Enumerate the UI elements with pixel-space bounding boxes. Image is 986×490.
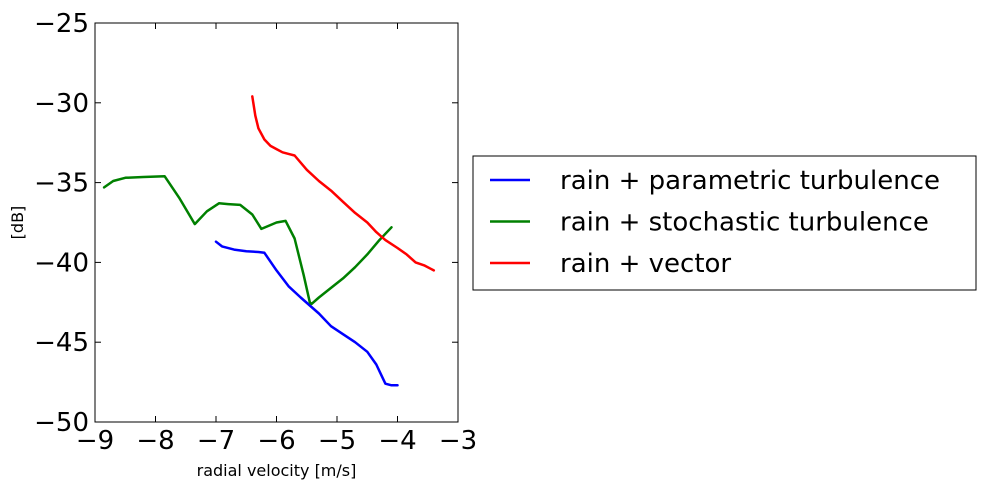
x-tick-label: −4 — [378, 426, 416, 456]
tick-layer: −9 −8 −7 −6 −5 −4 −3 −25 −30 −35 −40 −45 −50 — [34, 9, 477, 456]
x-tick-label: −9 — [76, 426, 114, 456]
y-tick-label: −25 — [34, 9, 89, 39]
legend-label-1: rain + parametric turbulence — [560, 166, 940, 196]
legend-box — [472, 155, 977, 291]
y-tick-label: −35 — [34, 169, 89, 199]
y-tick-label: −30 — [34, 89, 89, 119]
y-tick-label: −45 — [34, 328, 89, 358]
y-tick-label: −40 — [34, 248, 89, 278]
x-axis-label: radial velocity [m/s] — [197, 461, 357, 480]
x-tick-label: −6 — [257, 426, 295, 456]
x-tick-label: −7 — [197, 426, 235, 456]
series-line-1 — [214, 240, 399, 387]
legend-label-3: rain + vector — [560, 249, 731, 279]
series-line-3 — [251, 95, 436, 272]
x-tick-label: −8 — [136, 426, 174, 456]
legend-label-2: rain + stochastic turbulence — [560, 208, 929, 238]
y-axis-label: [dB] — [8, 206, 27, 240]
y-tick-label: −50 — [34, 408, 89, 438]
series-layer — [102, 95, 436, 387]
series-line-2 — [102, 174, 393, 306]
x-tick-label: −3 — [439, 426, 477, 456]
legend: rain + parametric turbulence rain + stoch… — [472, 155, 977, 291]
x-tick-label: −5 — [318, 426, 356, 456]
